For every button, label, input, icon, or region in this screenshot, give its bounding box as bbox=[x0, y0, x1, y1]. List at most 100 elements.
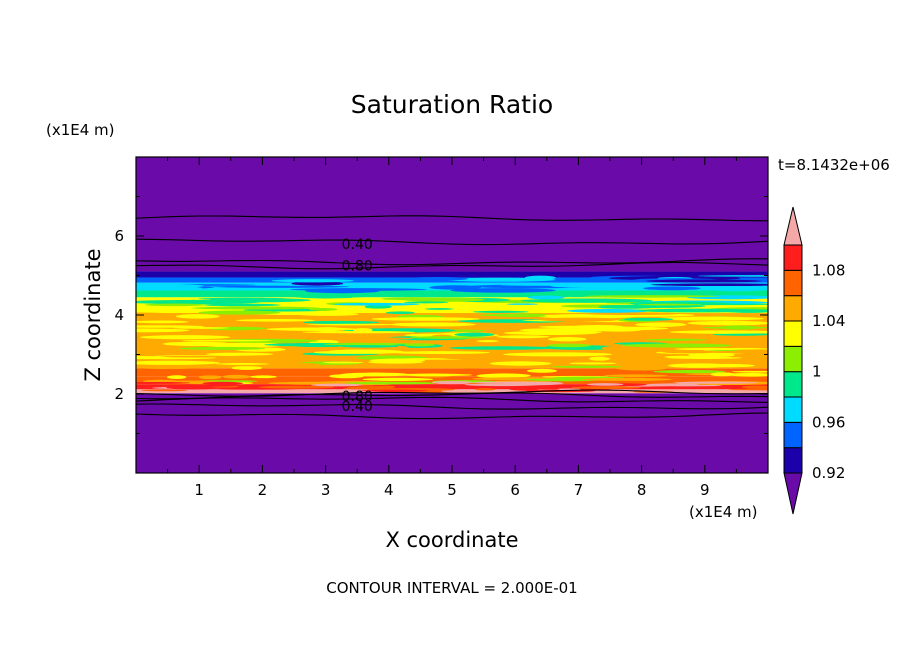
colorbar-swatch bbox=[783, 244, 803, 271]
heatmap-streak bbox=[551, 365, 623, 368]
y-tick-label: 4 bbox=[114, 306, 124, 324]
heatmap-streak bbox=[581, 377, 673, 381]
x-axis-label: X coordinate bbox=[385, 528, 518, 552]
heatmap-streak bbox=[166, 375, 187, 380]
heatmap-streak bbox=[443, 356, 490, 360]
heatmap-streak bbox=[362, 377, 434, 382]
colorbar-swatch bbox=[783, 396, 803, 423]
heatmap-streak bbox=[307, 337, 413, 341]
colorbar-swatch bbox=[783, 295, 803, 322]
heatmap-streak bbox=[673, 381, 760, 384]
heatmap-streak bbox=[382, 328, 403, 332]
heatmap-streak bbox=[731, 370, 768, 373]
heatmap-streak bbox=[669, 330, 768, 334]
heatmap-streak bbox=[521, 298, 653, 303]
heatmap-band bbox=[136, 376, 768, 385]
contour-label: 0.40 bbox=[342, 237, 373, 253]
heatmap-streak bbox=[231, 366, 263, 370]
x-tick-label: 4 bbox=[384, 481, 394, 499]
heatmap-streak bbox=[741, 385, 768, 389]
heatmap-streak bbox=[429, 285, 482, 290]
heatmap-streak bbox=[712, 333, 768, 336]
heatmap-streak bbox=[729, 372, 768, 377]
heatmap-streak bbox=[710, 372, 736, 377]
heatmap-streak bbox=[178, 346, 266, 350]
heatmap-streak bbox=[266, 327, 357, 331]
heatmap-band bbox=[136, 157, 768, 272]
heatmap-streak bbox=[140, 335, 231, 340]
heatmap-streak bbox=[601, 345, 631, 351]
y-unit-label: (x1E4 m) bbox=[46, 121, 115, 139]
heatmap-streak bbox=[449, 346, 557, 350]
heatmap-streak bbox=[345, 381, 438, 385]
heatmap-streak bbox=[291, 281, 344, 286]
heatmap-streak bbox=[527, 295, 565, 300]
heatmap-streak bbox=[647, 383, 699, 386]
heatmap-streak bbox=[136, 286, 203, 291]
heatmap-streak bbox=[519, 328, 613, 333]
heatmap-streak bbox=[638, 303, 702, 306]
heatmap-streak bbox=[668, 363, 730, 368]
heatmap-streak bbox=[583, 312, 681, 315]
heatmap-streak bbox=[136, 328, 190, 333]
heatmap-streak bbox=[505, 377, 557, 379]
heatmap-streak bbox=[403, 297, 486, 302]
heatmap-streak bbox=[655, 316, 765, 321]
heatmap-streak bbox=[233, 331, 286, 335]
heatmap-streak bbox=[328, 349, 387, 353]
heatmap-streak bbox=[634, 322, 687, 327]
heatmap-band bbox=[136, 290, 768, 298]
colorbar-tick-label: 1.04 bbox=[812, 312, 845, 330]
y-axis-label: Z coordinate bbox=[81, 248, 105, 381]
heatmap-streak bbox=[289, 288, 427, 291]
heatmap-streak bbox=[479, 314, 520, 317]
heatmap-streak bbox=[262, 334, 310, 338]
heatmap-streak bbox=[136, 381, 191, 384]
contour-line bbox=[136, 392, 768, 400]
colorbar-swatch bbox=[783, 320, 803, 347]
colorbar-top-triangle bbox=[783, 206, 803, 246]
heatmap-streak bbox=[547, 337, 587, 342]
heatmap-streak bbox=[431, 380, 473, 385]
colorbar-swatch bbox=[783, 421, 803, 449]
heatmap-streak bbox=[302, 320, 380, 324]
heatmap-streak bbox=[389, 351, 490, 355]
x-tick-label: 6 bbox=[510, 481, 520, 499]
heatmap-streak bbox=[650, 283, 768, 287]
heatmap-streak bbox=[205, 352, 274, 356]
heatmap-streak bbox=[662, 350, 716, 354]
heatmap-streak bbox=[460, 366, 484, 369]
contour-line bbox=[136, 261, 768, 270]
heatmap-streak bbox=[340, 372, 409, 377]
heatmap-streak bbox=[376, 385, 396, 388]
heatmap-streak bbox=[637, 308, 762, 313]
heatmap-streak bbox=[203, 303, 281, 307]
heatmap-streak bbox=[547, 343, 592, 348]
heatmap-streak bbox=[324, 343, 389, 346]
heatmap-streak bbox=[191, 306, 320, 310]
chart-title: Saturation Ratio bbox=[351, 90, 553, 119]
colorbar: 0.92 0.96 1 1.04 1.08 bbox=[783, 206, 845, 515]
heatmap-streak bbox=[526, 368, 558, 373]
heatmap-streak bbox=[537, 314, 636, 319]
y-tick-label: 6 bbox=[114, 227, 124, 245]
heatmap-streak bbox=[136, 312, 169, 315]
heatmap-streak bbox=[735, 349, 768, 353]
contour-line bbox=[136, 215, 768, 222]
heatmap-streak bbox=[403, 301, 449, 304]
heatmap-streak bbox=[571, 386, 642, 389]
heatmap-streak bbox=[144, 303, 206, 307]
contour-line bbox=[136, 396, 768, 403]
heatmap-streak bbox=[472, 310, 529, 313]
contour-interval-footer: CONTOUR INTERVAL = 2.000E-01 bbox=[326, 579, 577, 597]
heatmap-streak bbox=[623, 317, 674, 321]
heatmap-streak bbox=[645, 338, 708, 341]
heatmap-streak bbox=[476, 373, 513, 378]
heatmap-streak bbox=[506, 303, 539, 305]
heatmap-streak bbox=[604, 356, 635, 359]
heatmap-streak bbox=[136, 360, 220, 365]
heatmap-streak bbox=[341, 345, 399, 348]
x-tick-label: 8 bbox=[637, 481, 647, 499]
heatmap-streak bbox=[589, 356, 611, 361]
